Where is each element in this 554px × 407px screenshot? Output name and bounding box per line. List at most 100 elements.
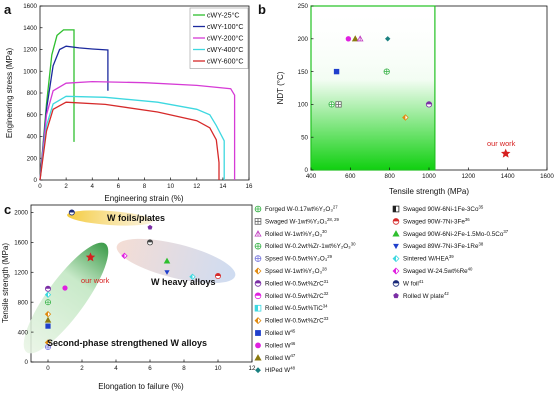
panel-b-points bbox=[328, 35, 511, 158]
panel-c-xtick-label: 4 bbox=[114, 365, 118, 372]
panel-a-ytick-label: 800 bbox=[27, 90, 38, 97]
panel-b-xtick-label: 800 bbox=[385, 173, 396, 180]
legend-c-label: Swaged W-24.5wt%Re40 bbox=[403, 266, 473, 275]
panel-b-ytick-label: 0 bbox=[305, 167, 309, 174]
legend-c-marker bbox=[392, 280, 400, 287]
legend-c-label: Rolled W47 bbox=[265, 353, 296, 362]
panel-b-xtick-label: 400 bbox=[306, 173, 317, 180]
legend-c-marker bbox=[392, 218, 400, 225]
region-label-heavy: W heavy alloys bbox=[151, 277, 216, 287]
panel-c-xtick-label: 0 bbox=[46, 365, 50, 372]
legend-c-label: Rolled W-0.2wt%Zr-1wt%Y₂O₃30 bbox=[265, 242, 356, 251]
panel-b-xtick-label: 1000 bbox=[422, 173, 436, 180]
panel-a-xtick-label: 14 bbox=[219, 183, 226, 190]
panel-a-xlabel: Engineering strain (%) bbox=[104, 194, 183, 203]
panel-c-ytick-label: 1200 bbox=[14, 269, 28, 276]
legend-c-marker bbox=[393, 292, 399, 299]
panel-b-our-work-label: our work bbox=[487, 139, 516, 148]
panel-b-point bbox=[402, 114, 409, 121]
panel-a-legend-label: cWY-200°C bbox=[207, 34, 243, 42]
legend-c-label: Rolled W-0.5wt%ZrC31 bbox=[265, 279, 329, 288]
panel-c-point bbox=[45, 285, 52, 292]
panel-a-ytick-label: 1000 bbox=[23, 68, 37, 75]
panel-c-point bbox=[45, 299, 52, 306]
panel-b-point bbox=[425, 101, 433, 108]
panel-c-point bbox=[45, 344, 52, 351]
panel-c-points bbox=[44, 209, 221, 351]
panel-a-series-line-3 bbox=[39, 95, 225, 181]
legend-c-label: Swaged 90W-6Ni-2Fe-1.5Mo-0.5Co37 bbox=[403, 229, 509, 238]
panel-a-ylabel: Engineering stress (MPa) bbox=[5, 48, 14, 139]
region-label-second-phase: Second-phase strengthened W alloys bbox=[47, 338, 207, 348]
legend-c-marker bbox=[254, 280, 262, 287]
panel-c-point bbox=[68, 209, 75, 216]
panel-b-ytick-label: 250 bbox=[298, 3, 309, 10]
legend-c-marker bbox=[254, 218, 262, 225]
panel-c-xtick-label: 12 bbox=[249, 365, 256, 372]
panel-a-ytick-label: 600 bbox=[27, 112, 38, 119]
region-second-phase bbox=[23, 242, 109, 354]
panel-a-xtick-label: 12 bbox=[193, 183, 200, 190]
region-label-foils: W foils/plates bbox=[107, 213, 165, 223]
panel-label-c: c bbox=[4, 202, 11, 217]
panel-c-ytick-label: 400 bbox=[18, 329, 29, 336]
legend-c-marker bbox=[254, 317, 262, 325]
legend-c-label: Rolled W-1wt%Y₂O₃30 bbox=[265, 229, 327, 238]
panel-c-xtick-label: 10 bbox=[215, 365, 222, 372]
panel-a-series-line-1 bbox=[39, 45, 109, 181]
legend-c-label: W foil41 bbox=[403, 279, 424, 288]
legend-c-label: Swaged 90W-6Ni-1Fe-3Co35 bbox=[403, 204, 484, 213]
panel-b-point bbox=[345, 36, 352, 42]
legend-c-marker bbox=[254, 255, 262, 262]
panel-c-xtick-label: 6 bbox=[148, 365, 152, 372]
panel-c-point bbox=[45, 323, 51, 329]
legend-c-label: Swaged 89W-7Ni-3Fe-1Re38 bbox=[403, 242, 484, 251]
region-heavy-alloys bbox=[116, 238, 236, 284]
panel-c-ylabel: Tensile strength (MPa) bbox=[1, 243, 10, 323]
legend-c-marker bbox=[254, 205, 262, 213]
panel-b-ticks: 400 600 800 1000 1200 1400 1600 0 50 100 150 200 250 bbox=[298, 3, 554, 180]
panel-c-point bbox=[146, 239, 153, 246]
panel-b-point bbox=[500, 148, 511, 158]
legend-c-label: Rolled W-0.5wt%TiC34 bbox=[265, 304, 328, 313]
panel-a-ytick-label: 1400 bbox=[23, 25, 37, 32]
panel-c-point bbox=[44, 291, 52, 298]
legend-c-label: Rolled W plate42 bbox=[403, 291, 449, 300]
panel-b-point bbox=[383, 68, 390, 75]
panel-c-point bbox=[164, 270, 170, 275]
panel-c-legend: Forged W-0.17wt%Y₂O₃27 Swaged W-1wt%Y₂O₃2… bbox=[254, 204, 509, 374]
panel-b: 400 600 800 1000 1200 1400 1600 0 50 100 150 200 250… bbox=[276, 3, 554, 196]
panel-c-point bbox=[62, 285, 68, 291]
panel-c-point bbox=[163, 257, 171, 264]
panel-a-series-line-4 bbox=[39, 101, 220, 181]
legend-c-label: Forged W-0.17wt%Y₂O₃27 bbox=[265, 204, 338, 213]
panel-b-xtick-label: 1600 bbox=[540, 173, 554, 180]
panel-a-ytick-label: 0 bbox=[34, 177, 38, 184]
legend-c-marker bbox=[254, 230, 262, 237]
panel-b-xlabel: Tensile strength (MPa) bbox=[389, 187, 469, 196]
panel-a-xtick-label: 16 bbox=[246, 183, 253, 190]
panel-b-point bbox=[351, 35, 359, 42]
legend-c-label: Swaged 90W-7Ni-3Fe36 bbox=[403, 217, 470, 226]
legend-c-marker bbox=[254, 242, 262, 250]
panel-a-ytick-label: 400 bbox=[27, 134, 38, 141]
panel-b-ytick-label: 150 bbox=[298, 69, 309, 76]
panel-b-ytick-label: 50 bbox=[301, 134, 308, 141]
panel-a-series-line-2 bbox=[39, 80, 236, 181]
panel-c-ytick-label: 800 bbox=[18, 299, 29, 306]
legend-c-marker bbox=[255, 330, 261, 336]
legend-c-marker bbox=[393, 243, 399, 250]
panel-c-point bbox=[85, 252, 96, 262]
panel-b-xtick-label: 1400 bbox=[501, 173, 515, 180]
panel-a-ticks: 0 2 4 6 8 10 12 14 16 0 200 400 600 800 1000 1200 1400 16… bbox=[23, 3, 253, 190]
panel-c-point bbox=[214, 273, 221, 280]
panel-a-xtick-label: 0 bbox=[38, 183, 42, 190]
legend-c-marker bbox=[392, 205, 400, 213]
legend-c-label: Swaged W-1wt%Y₂O₃28, 29 bbox=[265, 217, 339, 226]
panel-a-legend-label: cWY-25°C bbox=[207, 11, 240, 19]
panel-b-ylabel: NDT (°C) bbox=[276, 71, 285, 104]
panel-a-ytick-label: 1200 bbox=[23, 47, 37, 54]
legend-c-marker bbox=[255, 342, 261, 349]
panel-a-xtick-label: 4 bbox=[91, 183, 95, 190]
